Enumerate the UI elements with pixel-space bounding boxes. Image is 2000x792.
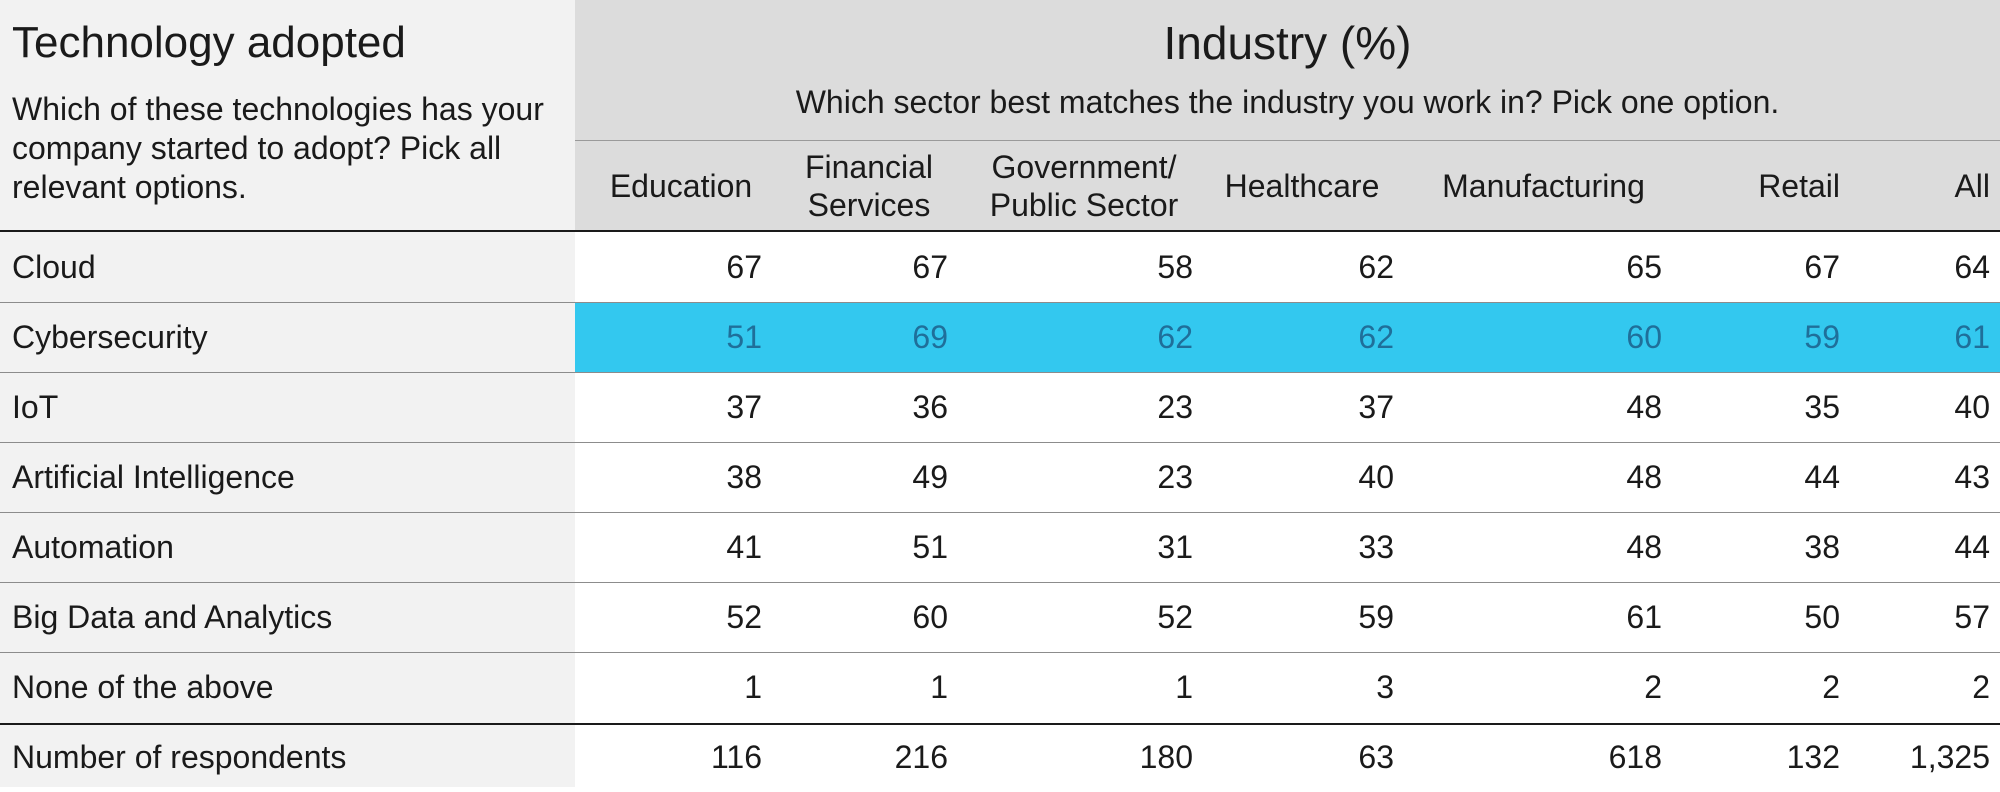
table-cell: 67 [1804,248,1840,285]
table-cell: 62 [1358,318,1394,355]
row-label: IoT [12,388,59,425]
table-cell: 48 [1626,388,1662,425]
row-label: Cybersecurity [12,318,208,355]
column-header-line2: Public Sector [989,187,1179,223]
column-header-2: Government/Public Sector [975,142,1193,230]
table-cell: 60 [1626,318,1662,355]
row-label: Big Data and Analytics [12,598,333,635]
table-cell: 3 [1376,668,1394,705]
table-cell: 59 [1358,598,1394,635]
table-cell: 62 [1157,318,1193,355]
table-cell: 43 [1954,458,1990,495]
row-label: Number of respondents [12,738,347,775]
table-cell: 38 [1804,528,1840,565]
row-divider [0,652,2000,653]
table-cell: 57 [1954,598,1990,635]
row-label: None of the above [12,668,274,705]
row-divider [0,372,2000,373]
table-cell: 64 [1954,248,1990,285]
row-label-background [0,0,575,787]
column-header-line1: Manufacturing [1442,168,1645,204]
table-cell: 44 [1954,528,1990,565]
table-cell: 65 [1626,248,1662,285]
table-cell: 69 [912,318,948,355]
table-cell: 63 [1358,738,1394,775]
table-cell: 67 [726,248,762,285]
table-cell: 51 [912,528,948,565]
column-header-line1: Retail [1758,168,1840,204]
column-header-1: Financial Services [790,142,948,230]
table-cell: 61 [1626,598,1662,635]
table-cell: 1 [930,668,948,705]
table-cell: 180 [1139,738,1193,775]
row-label: Artificial Intelligence [12,458,295,495]
table-cell: 35 [1804,388,1840,425]
table-cell: 37 [726,388,762,425]
column-group-title: Industry (%) [1163,17,1412,69]
table-cell: 40 [1954,388,1990,425]
column-header-5: Retail [1700,142,1840,230]
table-cell: 1,325 [1909,738,1990,775]
table-cell: 23 [1157,458,1193,495]
table-cell: 61 [1954,318,1990,355]
table-cell: 132 [1786,738,1840,775]
header-bottom-rule [0,230,2000,232]
column-header-line1: All [1954,168,1990,204]
column-header-0: Education [600,142,762,230]
table-cell: 31 [1157,528,1193,565]
table-cell: 2 [1822,668,1840,705]
table-cell: 51 [726,318,762,355]
table-cell: 49 [912,458,948,495]
table-cell: 36 [912,388,948,425]
table-cell: 41 [726,528,762,565]
column-header-line1: Education [609,168,753,204]
table-cell: 40 [1358,458,1394,495]
column-header-line1: Financial [804,149,934,185]
table-cell: 2 [1644,668,1662,705]
table-cell: 116 [710,738,762,775]
column-header-line1: Government/ [991,149,1177,185]
table-cell: 2 [1972,668,1990,705]
table-cell: 1 [744,668,762,705]
column-header-6: All [1880,142,1990,230]
table-cell: 44 [1804,458,1840,495]
table-cell: 618 [1608,738,1662,775]
footer-rule [0,723,2000,725]
row-divider [0,512,2000,513]
row-label: Cloud [12,248,96,285]
row-divider [0,582,2000,583]
row-label: Automation [12,528,174,565]
table-cell: 48 [1626,528,1662,565]
row-header-question: Which of these technologies has your com… [12,91,544,205]
highlighted-row-band [575,302,2000,372]
table-cell: 216 [894,738,948,775]
table-cell: 52 [726,598,762,635]
column-header-line2: Services [807,187,931,223]
header-divider [575,140,2000,141]
column-header-4: Manufacturing [1425,142,1662,230]
table-cell: 37 [1358,388,1394,425]
table-cell: 59 [1804,318,1840,355]
column-header-3: Healthcare [1210,142,1394,230]
table-cell: 62 [1358,248,1394,285]
column-header-background [575,0,2000,230]
table-cell: 67 [912,248,948,285]
table-cell: 38 [726,458,762,495]
table-cell: 60 [912,598,948,635]
row-header-title: Technology adopted [12,18,406,67]
table-cell: 58 [1157,248,1193,285]
row-divider [0,302,2000,303]
table-cell: 33 [1358,528,1394,565]
table-cell: 1 [1175,668,1193,705]
column-header-line1: Healthcare [1224,168,1380,204]
column-group-question: Which sector best matches the industry y… [795,84,1780,120]
table-cell: 50 [1804,598,1840,635]
table-cell: 52 [1157,598,1193,635]
row-divider [0,442,2000,443]
table-cell: 23 [1157,388,1193,425]
table-cell: 48 [1626,458,1662,495]
